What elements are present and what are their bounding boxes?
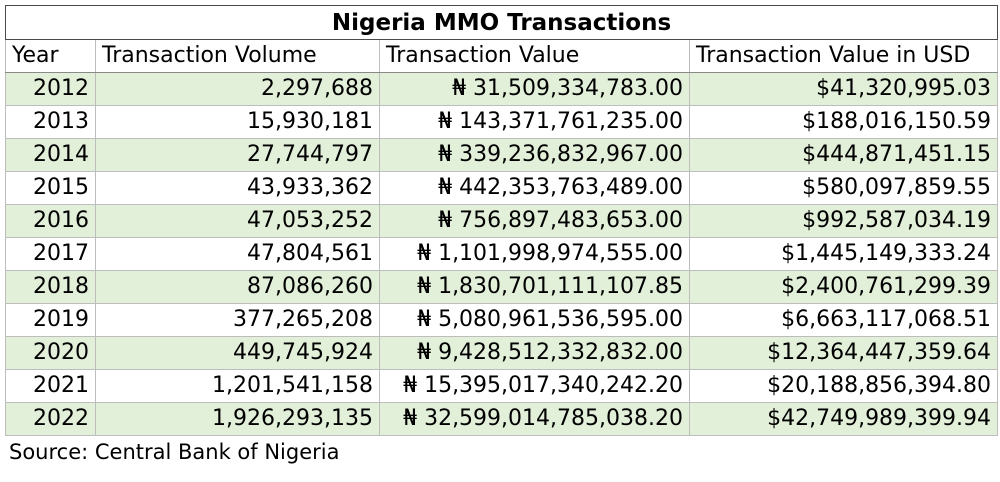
year-cell: 2014 — [5, 138, 96, 172]
year-cell: 2022 — [5, 402, 96, 436]
year-cell: 2021 — [5, 369, 96, 403]
value-usd-cell: $992,587,034.19 — [688, 204, 999, 238]
volume-cell: 449,745,924 — [95, 336, 380, 370]
table-row: 2014 27,744,797 ₦ 339,236,832,967.00 $444,8… — [5, 138, 999, 172]
value-usd-cell: $20,188,856,394.80 — [688, 369, 999, 403]
value-usd-cell: $12,364,447,359.64 — [688, 336, 999, 370]
table-row: 2018 87,086,260 ₦ 1,830,701,111,107.85 $2,4… — [5, 270, 999, 304]
volume-cell: 15,930,181 — [95, 105, 380, 139]
mmo-transactions-table: Nigeria MMO Transactions Year Transactio… — [4, 5, 999, 436]
value-cell: ₦ 756,897,483,653.00 — [379, 204, 690, 238]
volume-cell: 27,744,797 — [95, 138, 380, 172]
volume-cell: 1,201,541,158 — [95, 369, 380, 403]
year-cell: 2017 — [5, 237, 96, 271]
table-row: 2016 47,053,252 ₦ 756,897,483,653.00 $992,5… — [5, 204, 999, 238]
volume-cell: 43,933,362 — [95, 171, 380, 205]
volume-cell: 1,926,293,135 — [95, 402, 380, 436]
year-cell: 2018 — [5, 270, 96, 304]
year-cell: 2012 — [5, 72, 96, 106]
volume-cell: 377,265,208 — [95, 303, 380, 337]
table-row: 2020 449,745,924 ₦ 9,428,512,332,832.00 $12… — [5, 336, 999, 370]
column-header-volume: Transaction Volume — [95, 39, 380, 73]
year-cell: 2020 — [5, 336, 96, 370]
value-usd-cell: $6,663,117,068.51 — [688, 303, 999, 337]
column-header-value: Transaction Value — [379, 39, 690, 73]
table-row: 2022 1,926,293,135 ₦ 32,599,014,785,038.20… — [5, 402, 999, 436]
table-row: 2021 1,201,541,158 ₦ 15,395,017,340,242.20… — [5, 369, 999, 403]
year-cell: 2013 — [5, 105, 96, 139]
table-row: 2015 43,933,362 ₦ 442,353,763,489.00 $580,0… — [5, 171, 999, 205]
value-cell: ₦ 5,080,961,536,595.00 — [379, 303, 690, 337]
source-note: Source: Central Bank of Nigeria — [9, 440, 340, 464]
value-usd-cell: $2,400,761,299.39 — [688, 270, 999, 304]
value-usd-cell: $188,016,150.59 — [688, 105, 999, 139]
value-cell: ₦ 1,101,998,974,555.00 — [379, 237, 690, 271]
year-cell: 2016 — [5, 204, 96, 238]
value-usd-cell: $580,097,859.55 — [688, 171, 999, 205]
value-usd-cell: $1,445,149,333.24 — [688, 237, 999, 271]
volume-cell: 2,297,688 — [95, 72, 380, 106]
table-row: 2017 47,804,561 ₦ 1,101,998,974,555.00 $1,4… — [5, 237, 999, 271]
value-usd-cell: $42,749,989,399.94 — [688, 402, 999, 436]
volume-cell: 87,086,260 — [95, 270, 380, 304]
value-cell: ₦ 442,353,763,489.00 — [379, 171, 690, 205]
table-title: Nigeria MMO Transactions — [4, 5, 999, 40]
table-row: 2012 2,297,688 ₦ 31,509,334,783.00 $41,320,… — [5, 72, 999, 106]
value-cell: ₦ 15,395,017,340,242.20 — [379, 369, 690, 403]
value-cell: ₦ 32,599,014,785,038.20 — [379, 402, 690, 436]
column-header-value-usd: Transaction Value in USD — [688, 39, 999, 73]
volume-cell: 47,053,252 — [95, 204, 380, 238]
table-row: 2019 377,265,208 ₦ 5,080,961,536,595.00 $6,… — [5, 303, 999, 337]
year-cell: 2019 — [5, 303, 96, 337]
column-header-year: Year — [5, 39, 96, 73]
table-body: 2012 2,297,688 ₦ 31,509,334,783.00 $41,320,… — [5, 72, 999, 436]
table-container: Nigeria MMO Transactions Year Transactio… — [4, 5, 999, 464]
value-cell: ₦ 1,830,701,111,107.85 — [379, 270, 690, 304]
value-cell: ₦ 143,371,761,235.00 — [379, 105, 690, 139]
volume-cell: 47,804,561 — [95, 237, 380, 271]
value-cell: ₦ 339,236,832,967.00 — [379, 138, 690, 172]
year-cell: 2015 — [5, 171, 96, 205]
value-usd-cell: $41,320,995.03 — [688, 72, 999, 106]
value-usd-cell: $444,871,451.15 — [688, 138, 999, 172]
value-cell: ₦ 9,428,512,332,832.00 — [379, 336, 690, 370]
value-cell: ₦ 31,509,334,783.00 — [379, 72, 690, 106]
table-row: 2013 15,930,181 ₦ 143,371,761,235.00 $188,0… — [5, 105, 999, 139]
